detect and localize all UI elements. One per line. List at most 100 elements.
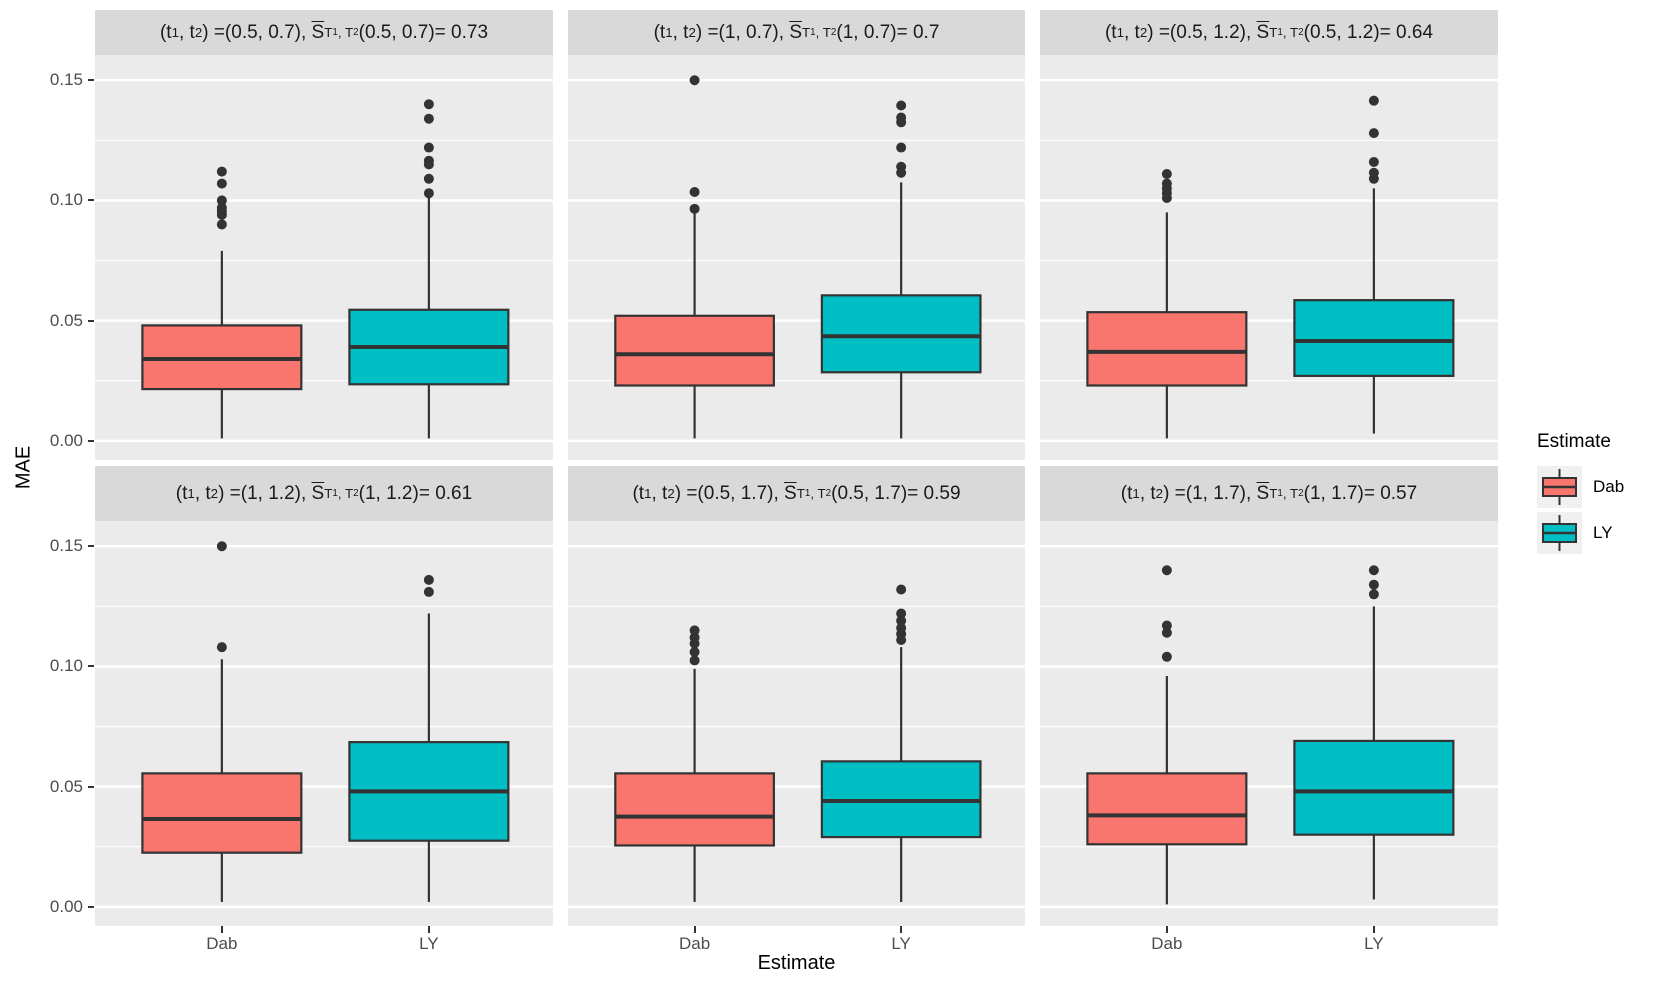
strip-title-part: 2 xyxy=(1298,488,1304,499)
outlier-point xyxy=(1368,128,1379,139)
boxplot-dab xyxy=(141,166,303,439)
strip-title-part: 2 xyxy=(353,488,359,499)
strip-title-part: 1 xyxy=(1132,486,1140,501)
strip-title-part: (0.5, 0.7) xyxy=(358,21,435,43)
strip-title-part: (t xyxy=(653,21,666,43)
outlier-point xyxy=(896,100,907,111)
outlier-point xyxy=(896,161,907,172)
strip-title-part: = 0.57 xyxy=(1363,482,1418,504)
outlier-point xyxy=(1368,579,1379,590)
boxplot-ly xyxy=(348,574,510,902)
strip-title-part: , T xyxy=(1282,486,1299,501)
x-tick-label: Dab xyxy=(1151,934,1183,953)
strip-title-part: S xyxy=(1256,482,1270,504)
outlier-point xyxy=(1161,651,1172,662)
strip-title-part: 2 xyxy=(667,486,675,501)
y-tick-mark xyxy=(88,785,94,788)
boxplot-dab xyxy=(1086,168,1248,439)
strip-title-part: 1 xyxy=(1116,25,1124,40)
y-tick-mark xyxy=(88,439,94,442)
strip-title-part: (t xyxy=(175,482,188,504)
outlier-point xyxy=(216,195,227,206)
x-tick-mark xyxy=(1372,926,1375,933)
outlier-point xyxy=(423,99,434,110)
strip-title-part: (0.5, 1.7) xyxy=(697,482,774,504)
strip-title-part: , T xyxy=(1282,25,1299,40)
strip-title-part: S xyxy=(784,482,797,504)
strip-title-part: 2 xyxy=(830,27,837,38)
strip-title-part: , t xyxy=(1139,482,1156,504)
outlier-point xyxy=(1161,168,1172,179)
outlier-point xyxy=(896,142,907,153)
strip-title-part: (1, 1.7) xyxy=(1185,482,1246,504)
outlier-point xyxy=(689,187,700,198)
x-tick-label: Dab xyxy=(206,934,238,953)
strip-title-part: ) = xyxy=(202,21,225,43)
x-tick-mark xyxy=(693,926,696,933)
strip-title-part: 1 xyxy=(644,486,652,501)
x-tick-mark xyxy=(427,926,430,933)
strip-title-part: 2 xyxy=(1155,486,1164,501)
legend-key-ly xyxy=(1537,512,1582,554)
strip-title-part: ) = xyxy=(1163,482,1186,504)
outlier-point xyxy=(216,202,227,213)
y-tick-label: 0.10 xyxy=(49,656,83,676)
strip-title-part: = 0.59 xyxy=(907,482,961,504)
strip-title-part: (0.5, 1.2) xyxy=(1169,21,1246,43)
y-tick-mark xyxy=(88,199,94,202)
outlier-point xyxy=(216,178,227,189)
strip-title-part: 2 xyxy=(194,25,203,40)
strip-title-part: (t xyxy=(1120,482,1133,504)
outlier-point xyxy=(1161,178,1172,189)
strip-title-part: , t xyxy=(651,482,668,504)
y-tick-mark xyxy=(88,545,94,548)
strip-title-part: ) = xyxy=(674,482,698,504)
boxplot-ly xyxy=(820,100,982,439)
boxplot-ly xyxy=(348,99,510,439)
strip-title-part: 2 xyxy=(1298,27,1304,38)
outlier-point xyxy=(423,142,434,153)
y-tick-mark xyxy=(88,79,94,82)
boxplot-dab xyxy=(1086,565,1248,905)
outlier-point xyxy=(1368,565,1379,576)
strip-title-part: = 0.61 xyxy=(418,482,473,504)
outlier-point xyxy=(1161,627,1172,638)
strip-title-part: S xyxy=(311,482,325,504)
strip-title-part: , xyxy=(773,482,785,504)
boxplot-dab xyxy=(614,625,775,902)
outlier-point xyxy=(423,574,434,585)
strip-title-part: , T xyxy=(815,25,831,40)
strip-title-part: = 0.73 xyxy=(434,21,489,43)
y-tick-label: 0.00 xyxy=(49,896,83,916)
strip-title-part: 2 xyxy=(353,27,359,38)
x-tick-mark xyxy=(1165,926,1168,933)
strip-title-part: = 0.64 xyxy=(1379,21,1434,43)
outlier-point xyxy=(1161,620,1172,631)
strip-title-part: , xyxy=(300,482,312,504)
strip-title-part: , T xyxy=(337,25,354,40)
legend-item-label: LY xyxy=(1593,523,1613,542)
strip-title-part: , xyxy=(778,21,790,43)
strip-title-part: S xyxy=(1256,21,1270,43)
strip-title-part: T xyxy=(324,25,333,40)
strip-title-part: 1 xyxy=(810,27,816,38)
outlier-point xyxy=(216,642,227,653)
strip-title-part: , t xyxy=(672,21,689,43)
strip-title-part: (1, 1.7) xyxy=(1303,482,1364,504)
strip-title-part: (0.5, 1.7) xyxy=(831,482,908,504)
legend-title: Estimate xyxy=(1537,431,1611,452)
strip-title-part: , xyxy=(300,21,312,43)
strip-title-part: (1, 1.2) xyxy=(358,482,419,504)
x-axis-title: Estimate xyxy=(757,952,836,974)
strip-title-part: = 0.7 xyxy=(896,21,940,43)
y-tick-label: 0.05 xyxy=(49,310,83,330)
outlier-point xyxy=(689,655,700,666)
x-tick-mark xyxy=(220,926,223,933)
outlier-point xyxy=(1368,95,1379,106)
strip-title-part: 1 xyxy=(332,27,338,38)
strip-title-part: 2 xyxy=(1139,25,1148,40)
strip-title-part: 1 xyxy=(187,486,195,501)
strip-title-part: (0.5, 0.7) xyxy=(224,21,301,43)
